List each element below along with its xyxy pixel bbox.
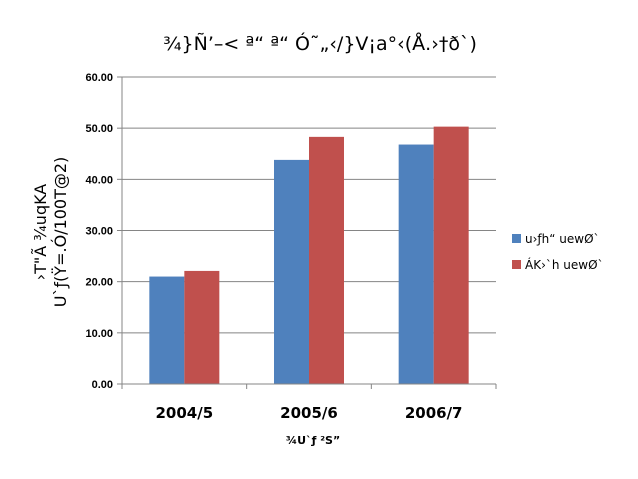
- bar-series-1-2006-7: [398, 144, 434, 384]
- legend-label-series-1: u›ƒh“ uewØ`: [525, 232, 600, 246]
- x-tick-label: 2006/7: [405, 404, 463, 422]
- y-tick-label: 20.00: [85, 277, 113, 289]
- y-tick-label: 60.00: [85, 72, 113, 84]
- bar-series-2-2004-5: [184, 270, 220, 384]
- y-axis-label: ›T"Ã ¾uqKA U`ƒ(Ÿ=.Ó/100T@2): [31, 157, 70, 308]
- y-axis-ticks: 0.00 10.00 20.00 30.00 40.00 50.00 60.00: [85, 72, 122, 391]
- bar-series-2-2005-6: [309, 136, 344, 384]
- legend-swatch-series-1: [512, 234, 521, 243]
- y-tick-label: 10.00: [85, 328, 113, 340]
- bars: [149, 126, 469, 385]
- legend-label-series-2: ÁK›`h uewØ`: [525, 257, 604, 272]
- legend-swatch-series-2: [512, 260, 521, 269]
- chart-title: ¾}Ñ’–< ª“ ª“ Ó˜„‹/}V¡a°‹(Å.›†ð`): [163, 31, 477, 55]
- y-tick-label: 0.00: [92, 379, 113, 391]
- x-tick-label: 2004/5: [155, 404, 213, 422]
- bar-series-1-2004-5: [149, 276, 185, 384]
- axes: [121, 77, 496, 385]
- x-tick-label: 2005/6: [280, 404, 338, 422]
- y-axis-label-line-1: ›T"Ã ¾uqKA: [31, 184, 50, 281]
- x-axis-ticks: 2004/5 2005/6 2006/7: [121, 384, 497, 422]
- y-axis-label-line-2: U`ƒ(Ÿ=.Ó/100T@2): [51, 157, 70, 308]
- y-tick-label: 30.00: [85, 226, 113, 238]
- y-tick-label: 40.00: [85, 174, 113, 186]
- x-axis-label: ¾U`ƒ ²S”: [286, 434, 340, 447]
- legend: u›ƒh“ uewØ` ÁK›`h uewØ`: [512, 232, 604, 272]
- bar-series-1-2005-6: [274, 159, 309, 384]
- bar-series-2-2006-7: [433, 126, 469, 385]
- y-tick-label: 50.00: [85, 123, 113, 135]
